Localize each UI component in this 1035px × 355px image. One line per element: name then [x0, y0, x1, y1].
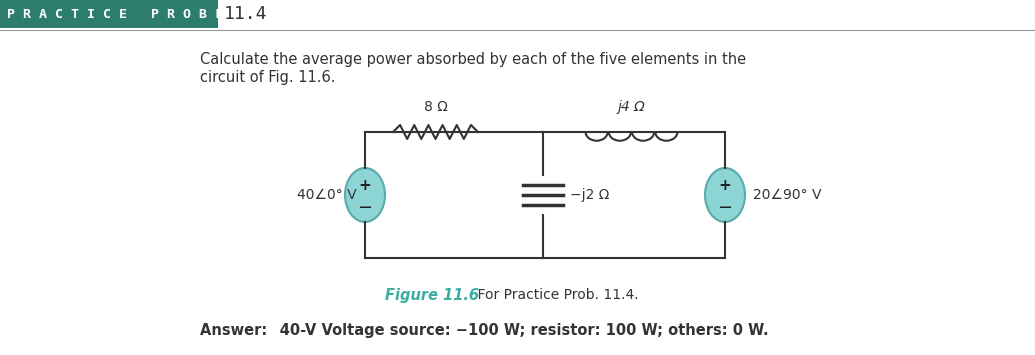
Text: For Practice Prob. 11.4.: For Practice Prob. 11.4.: [460, 288, 639, 302]
Text: 11.4: 11.4: [224, 5, 267, 23]
Text: Calculate the average power absorbed by each of the five elements in the: Calculate the average power absorbed by …: [200, 52, 746, 67]
Text: circuit of Fig. 11.6.: circuit of Fig. 11.6.: [200, 70, 335, 85]
Text: 40∠0° V: 40∠0° V: [297, 188, 357, 202]
Text: +: +: [718, 178, 732, 192]
Ellipse shape: [705, 168, 745, 222]
Text: 20∠90° V: 20∠90° V: [753, 188, 822, 202]
Text: Figure 11.6: Figure 11.6: [385, 288, 479, 303]
Ellipse shape: [345, 168, 385, 222]
Text: P R A C T I C E   P R O B L E M: P R A C T I C E P R O B L E M: [7, 7, 255, 21]
Text: Answer:  40-V Voltage source: −100 W; resistor: 100 W; others: 0 W.: Answer: 40-V Voltage source: −100 W; res…: [200, 323, 769, 338]
Text: 8 Ω: 8 Ω: [423, 100, 447, 114]
FancyBboxPatch shape: [0, 0, 218, 28]
Text: −j2 Ω: −j2 Ω: [570, 188, 610, 202]
Text: −: −: [717, 199, 733, 217]
Text: j4 Ω: j4 Ω: [618, 100, 646, 114]
Text: +: +: [358, 178, 372, 192]
Text: −: −: [357, 199, 373, 217]
